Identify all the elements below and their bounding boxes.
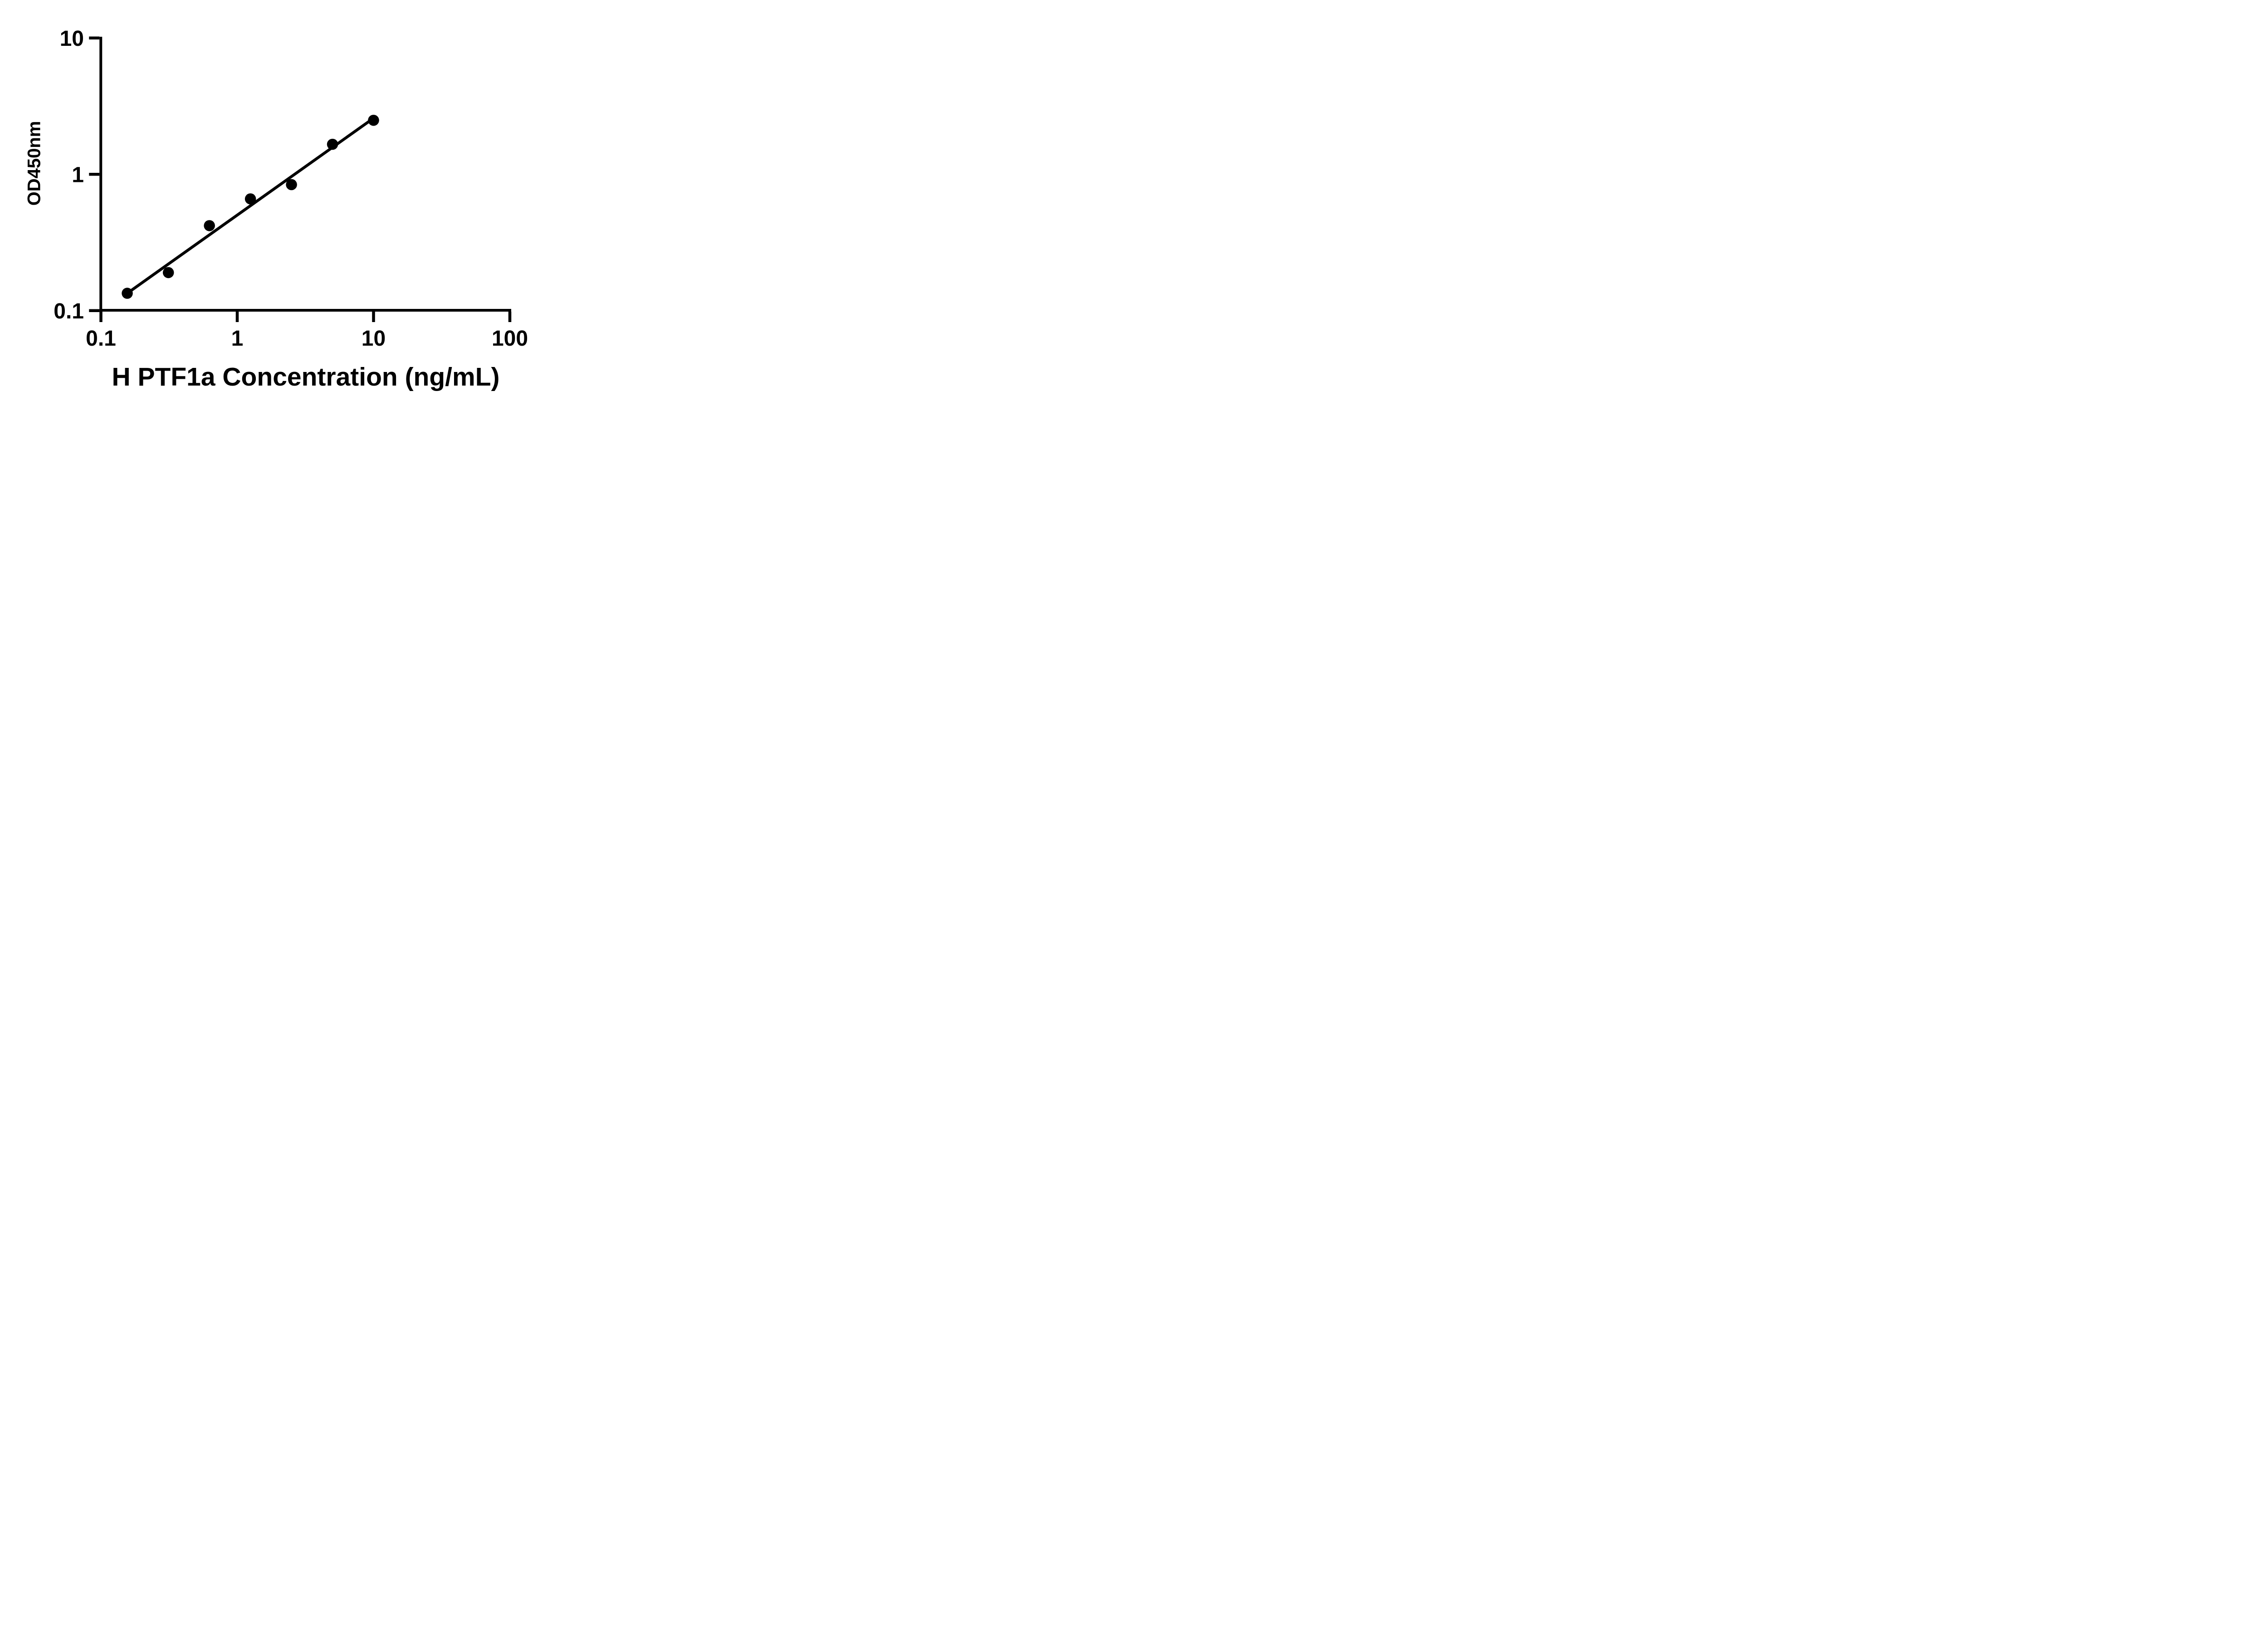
x-tick-label: 0.1 [86, 327, 116, 351]
y-tick-label: 1 [72, 163, 84, 187]
x-axis-tick [99, 312, 103, 322]
x-tick-label: 100 [492, 327, 528, 351]
elisa-standard-curve-figure: OD450nm 10 1 0.1 0.1 1 10 100 H PTF1a Concentr… [0, 0, 572, 408]
x-tick-label: 1 [231, 327, 244, 351]
data-point [122, 288, 133, 299]
data-point [204, 220, 215, 231]
data-point [244, 193, 256, 205]
data-point [286, 179, 297, 191]
y-axis-tick [89, 36, 100, 39]
x-axis-tick [508, 312, 512, 322]
x-axis-tick [372, 312, 375, 322]
y-axis-title: OD450nm [24, 121, 44, 206]
x-axis-tick [235, 312, 239, 322]
y-axis-tick [89, 173, 100, 176]
chart-plot-area: 10 1 0.10.1 1 10 100 [54, 27, 528, 351]
y-axis-line [99, 37, 103, 312]
data-point [368, 114, 379, 126]
y-tick-label: 10 [60, 27, 84, 51]
data-point [327, 138, 338, 150]
data-point [162, 267, 174, 279]
x-axis-line [99, 309, 511, 312]
x-tick-label: 10 [362, 327, 386, 351]
x-axis-title: H PTF1a Concentration (ng/mL) [112, 362, 500, 391]
y-tick-label: 0.1 [54, 299, 84, 323]
y-axis-tick [89, 309, 100, 312]
